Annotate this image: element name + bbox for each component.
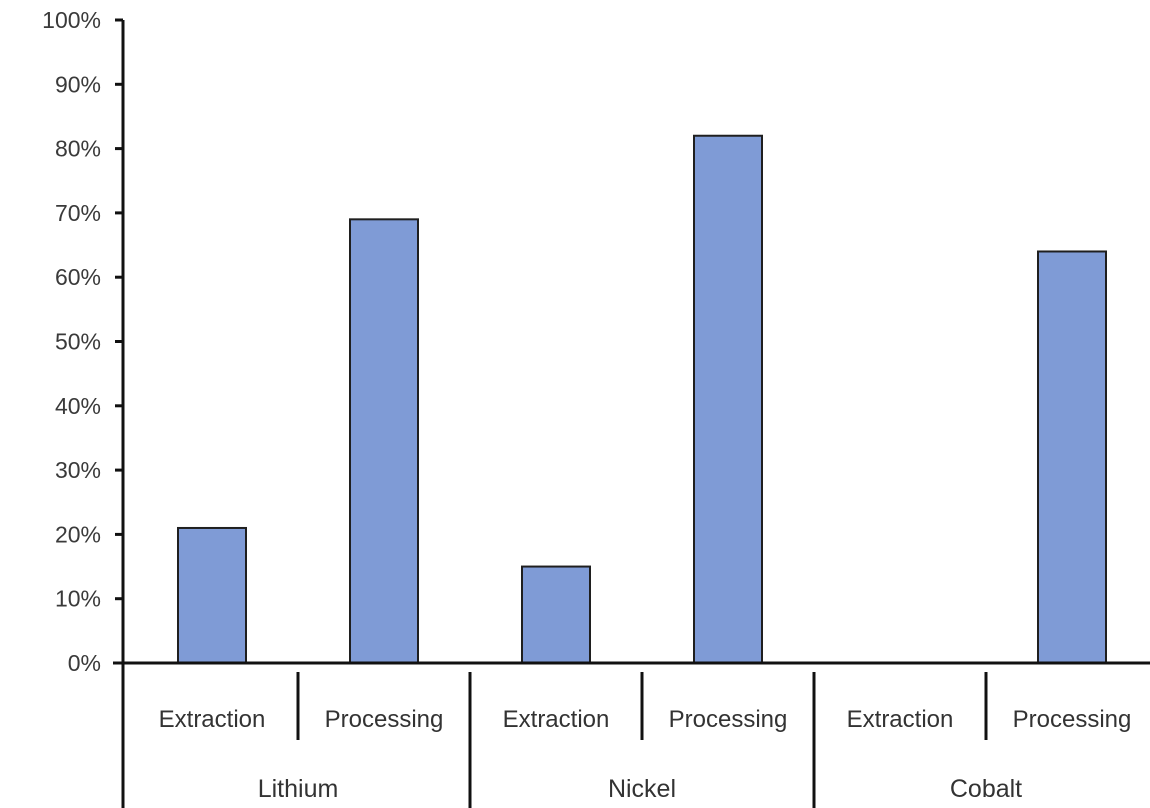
y-tick-label: 70% xyxy=(55,200,101,226)
bars xyxy=(177,134,1107,665)
y-tick-label: 10% xyxy=(55,586,101,612)
bar-cobalt-processing xyxy=(1037,250,1107,664)
x-category-label: Extraction xyxy=(847,706,954,733)
x-group-label: Cobalt xyxy=(950,775,1022,803)
y-tick-label: 90% xyxy=(55,71,101,97)
y-tick-label: 100% xyxy=(42,7,101,33)
bar-nickel-processing xyxy=(693,134,763,665)
x-category-label: Extraction xyxy=(159,706,266,733)
x-axis-labels: Extraction Processing Lithium Extraction Pro… xyxy=(159,672,1132,808)
x-category-label: Processing xyxy=(325,706,444,733)
bar-nickel-extraction xyxy=(521,565,591,664)
x-category-label: Processing xyxy=(669,706,788,733)
y-tick-label: 20% xyxy=(55,521,101,547)
y-tick-label: 0% xyxy=(68,650,101,676)
bar-lithium-processing xyxy=(349,218,419,665)
y-tick-label: 30% xyxy=(55,457,101,483)
x-category-label: Processing xyxy=(1013,706,1132,733)
y-axis-ticks: 0% 10% 20% 30% 40% 50% 60% 70% 80% 90% 100% xyxy=(42,7,123,676)
y-tick-label: 60% xyxy=(55,264,101,290)
x-group-label: Lithium xyxy=(258,775,339,803)
x-group-label: Nickel xyxy=(608,775,676,803)
x-category-label: Extraction xyxy=(503,706,610,733)
y-tick-label: 50% xyxy=(55,329,101,355)
y-tick-label: 40% xyxy=(55,393,101,419)
bar-lithium-extraction xyxy=(177,526,247,664)
y-tick-label: 80% xyxy=(55,136,101,162)
